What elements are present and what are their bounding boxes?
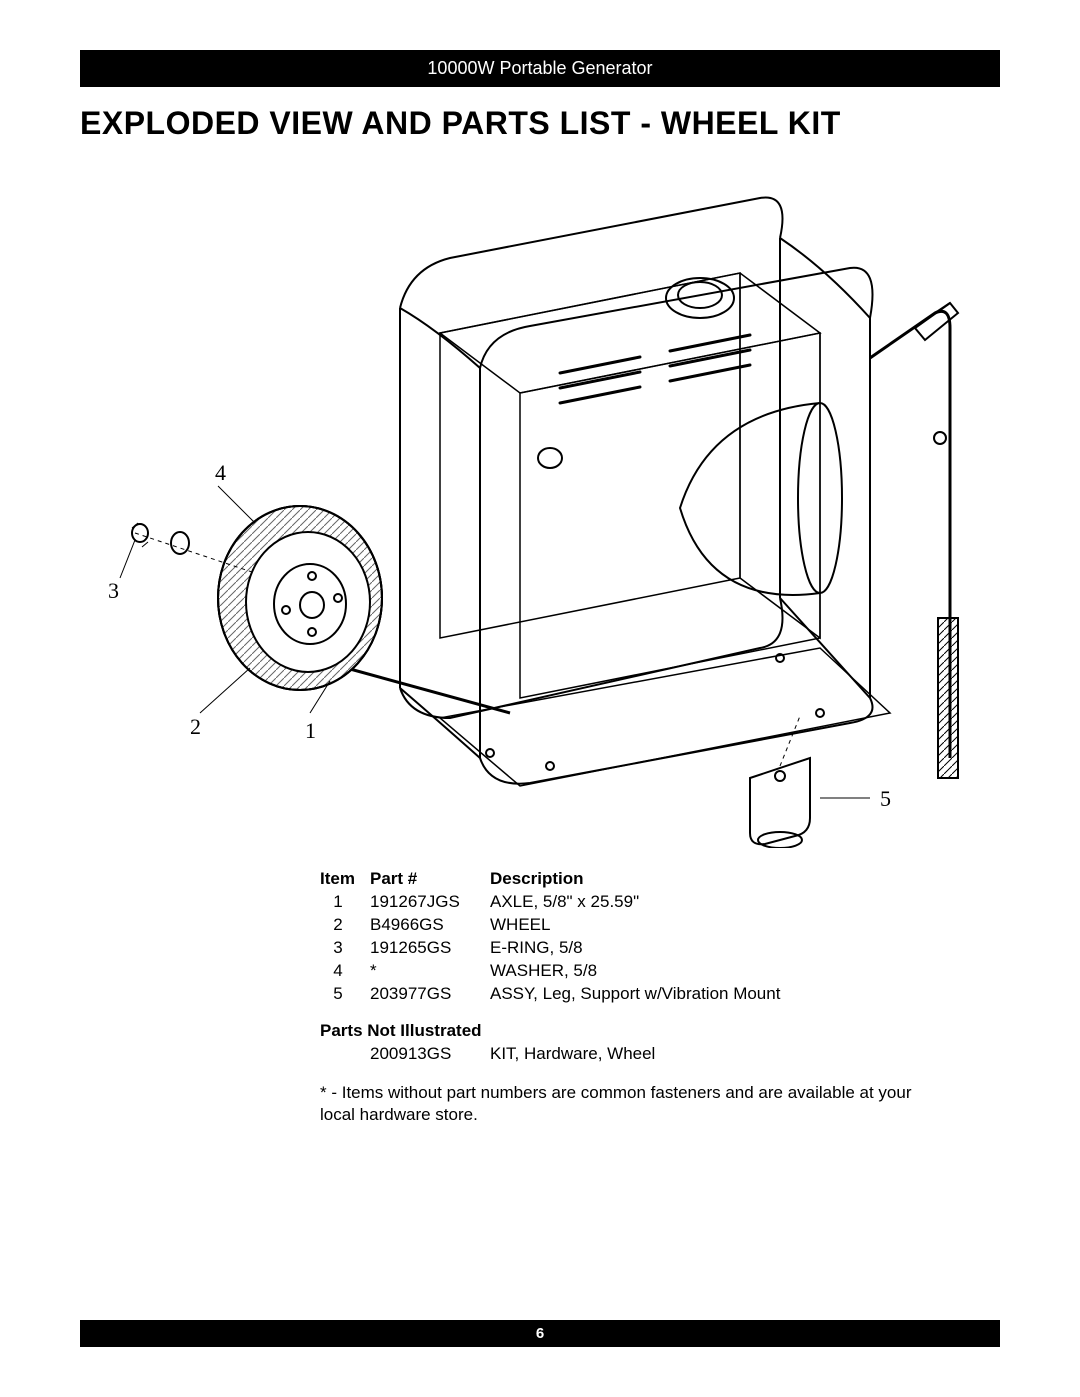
footer-bar: 6 [80,1320,1000,1347]
cell-desc: WASHER, 5/8 [490,960,794,983]
col-header-item: Item [320,868,370,891]
parts-table: Item Part # Description 1 191267JGS AXLE… [320,868,794,1006]
table-row: 4 * WASHER, 5/8 [320,960,794,983]
cell-item: 1 [320,891,370,914]
callout-3: 3 [108,578,119,603]
cell-desc: E-RING, 5/8 [490,937,794,960]
col-header-part: Part # [370,868,490,891]
not-illustrated-heading: Parts Not Illustrated [320,1020,920,1043]
cell-part: B4966GS [370,914,490,937]
callout-2: 2 [190,714,201,739]
callout-5: 5 [880,786,891,811]
cell-desc: ASSY, Leg, Support w/Vibration Mount [490,983,794,1006]
cell-part: 200913GS [370,1043,490,1066]
footnote: * - Items without part numbers are commo… [320,1082,920,1128]
cell-item: 2 [320,914,370,937]
callout-4: 4 [215,460,226,485]
cell-desc: WHEEL [490,914,794,937]
cell-item: 5 [320,983,370,1006]
callout-1: 1 [305,718,316,743]
cell-part: * [370,960,490,983]
table-row: 5 203977GS ASSY, Leg, Support w/Vibratio… [320,983,794,1006]
table-row: 200913GS KIT, Hardware, Wheel [320,1043,669,1066]
header-title: 10000W Portable Generator [427,58,652,78]
col-header-desc: Description [490,868,794,891]
table-row: 1 191267JGS AXLE, 5/8" x 25.59" [320,891,794,914]
page-heading: EXPLODED VIEW AND PARTS LIST - WHEEL KIT [80,105,1000,142]
not-illustrated-table: 200913GS KIT, Hardware, Wheel [320,1043,669,1066]
cell-item: 4 [320,960,370,983]
generator-diagram-svg: 4 3 2 1 5 [80,158,1000,848]
exploded-view-diagram: 4 3 2 1 5 [80,158,1000,848]
cell-desc: KIT, Hardware, Wheel [490,1043,669,1066]
parts-list: Item Part # Description 1 191267JGS AXLE… [320,868,920,1127]
table-row: 3 191265GS E-RING, 5/8 [320,937,794,960]
cell-part: 203977GS [370,983,490,1006]
cell-desc: AXLE, 5/8" x 25.59" [490,891,794,914]
cell-item: 3 [320,937,370,960]
header-bar: 10000W Portable Generator [80,50,1000,87]
cell-part: 191267JGS [370,891,490,914]
page-number: 6 [536,1325,544,1342]
cell-part: 191265GS [370,937,490,960]
table-row: 2 B4966GS WHEEL [320,914,794,937]
